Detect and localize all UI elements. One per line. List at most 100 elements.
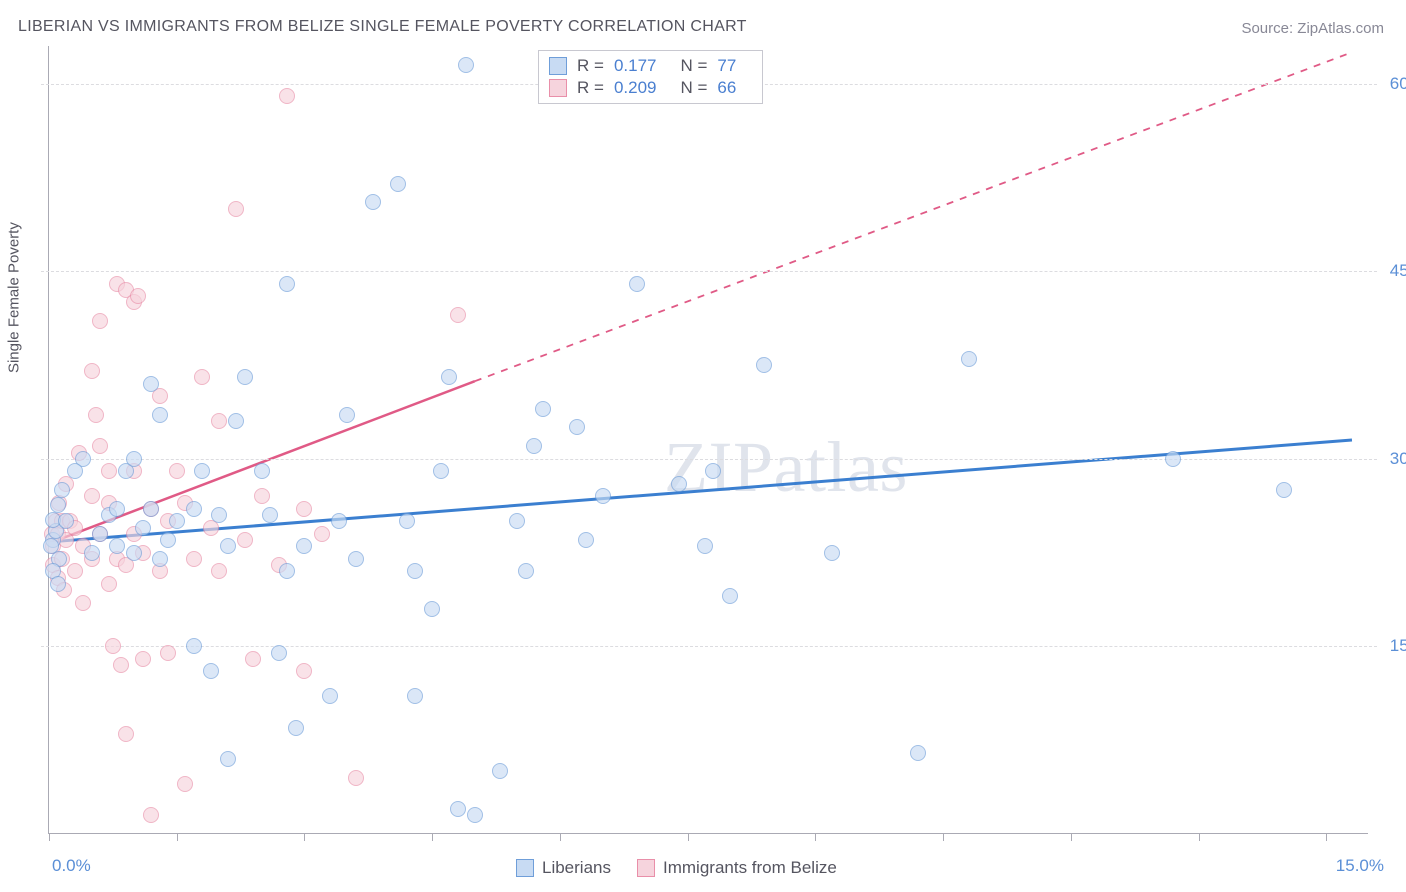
data-point	[348, 551, 364, 567]
legend-swatch	[549, 79, 567, 97]
data-point	[67, 463, 83, 479]
data-point	[279, 563, 295, 579]
y-tick-label: 45.0%	[1378, 261, 1406, 281]
grid-line	[41, 271, 1377, 272]
x-tick	[304, 833, 305, 841]
data-point	[101, 463, 117, 479]
trend-lines	[49, 46, 1369, 834]
data-point	[441, 369, 457, 385]
data-point	[697, 538, 713, 554]
data-point	[152, 407, 168, 423]
r-value: 0.209	[614, 78, 657, 98]
data-point	[450, 307, 466, 323]
data-point	[756, 357, 772, 373]
legend-correlation: R = 0.177 N = 77 R = 0.209 N = 66	[538, 50, 763, 104]
legend-swatch	[549, 57, 567, 75]
data-point	[67, 563, 83, 579]
x-tick	[943, 833, 944, 841]
data-point	[535, 401, 551, 417]
data-point	[722, 588, 738, 604]
r-label: R =	[577, 78, 604, 98]
data-point	[271, 645, 287, 661]
n-label: N =	[680, 78, 707, 98]
data-point	[237, 532, 253, 548]
y-tick-label: 60.0%	[1378, 74, 1406, 94]
data-point	[211, 507, 227, 523]
data-point	[296, 663, 312, 679]
data-point	[262, 507, 278, 523]
data-point	[509, 513, 525, 529]
watermark-thin: atlas	[774, 427, 908, 507]
data-point	[450, 801, 466, 817]
legend-swatch	[637, 859, 655, 877]
data-point	[407, 563, 423, 579]
data-point	[75, 595, 91, 611]
data-point	[322, 688, 338, 704]
data-point	[254, 463, 270, 479]
data-point	[399, 513, 415, 529]
data-point	[113, 657, 129, 673]
data-point	[228, 201, 244, 217]
legend-series: Liberians Immigrants from Belize	[516, 858, 837, 878]
grid-line	[41, 646, 1377, 647]
data-point	[220, 751, 236, 767]
legend-item: Immigrants from Belize	[637, 858, 837, 878]
x-tick	[1071, 833, 1072, 841]
data-point	[961, 351, 977, 367]
data-point	[92, 438, 108, 454]
data-point	[578, 532, 594, 548]
data-point	[407, 688, 423, 704]
data-point	[88, 407, 104, 423]
data-point	[569, 419, 585, 435]
data-point	[194, 369, 210, 385]
data-point	[390, 176, 406, 192]
data-point	[220, 538, 236, 554]
data-point	[92, 526, 108, 542]
n-label: N =	[680, 56, 707, 76]
data-point	[92, 313, 108, 329]
plot-area: ZIPatlas 15.0%30.0%45.0%60.0%	[48, 46, 1368, 834]
legend-row: R = 0.209 N = 66	[549, 77, 750, 99]
x-max-label: 15.0%	[1336, 856, 1384, 876]
data-point	[54, 482, 70, 498]
data-point	[109, 538, 125, 554]
data-point	[160, 645, 176, 661]
data-point	[1165, 451, 1181, 467]
data-point	[492, 763, 508, 779]
data-point	[135, 651, 151, 667]
data-point	[143, 501, 159, 517]
legend-item: Liberians	[516, 858, 611, 878]
data-point	[296, 538, 312, 554]
data-point	[118, 726, 134, 742]
data-point	[109, 501, 125, 517]
data-point	[143, 376, 159, 392]
data-point	[424, 601, 440, 617]
data-point	[288, 720, 304, 736]
watermark: ZIPatlas	[664, 426, 908, 509]
x-tick	[560, 833, 561, 841]
data-point	[365, 194, 381, 210]
data-point	[228, 413, 244, 429]
data-point	[245, 651, 261, 667]
data-point	[296, 501, 312, 517]
data-point	[433, 463, 449, 479]
source-label: Source: ZipAtlas.com	[1241, 20, 1384, 37]
r-value: 0.177	[614, 56, 657, 76]
data-point	[705, 463, 721, 479]
x-tick	[815, 833, 816, 841]
data-point	[58, 513, 74, 529]
x-min-label: 0.0%	[52, 856, 91, 876]
data-point	[458, 57, 474, 73]
data-point	[84, 488, 100, 504]
r-label: R =	[577, 56, 604, 76]
data-point	[254, 488, 270, 504]
x-tick	[432, 833, 433, 841]
data-point	[84, 545, 100, 561]
chart-title: LIBERIAN VS IMMIGRANTS FROM BELIZE SINGL…	[18, 18, 747, 36]
data-point	[101, 576, 117, 592]
x-tick	[688, 833, 689, 841]
y-tick-label: 15.0%	[1378, 636, 1406, 656]
data-point	[331, 513, 347, 529]
data-point	[43, 538, 59, 554]
x-tick	[1326, 833, 1327, 841]
